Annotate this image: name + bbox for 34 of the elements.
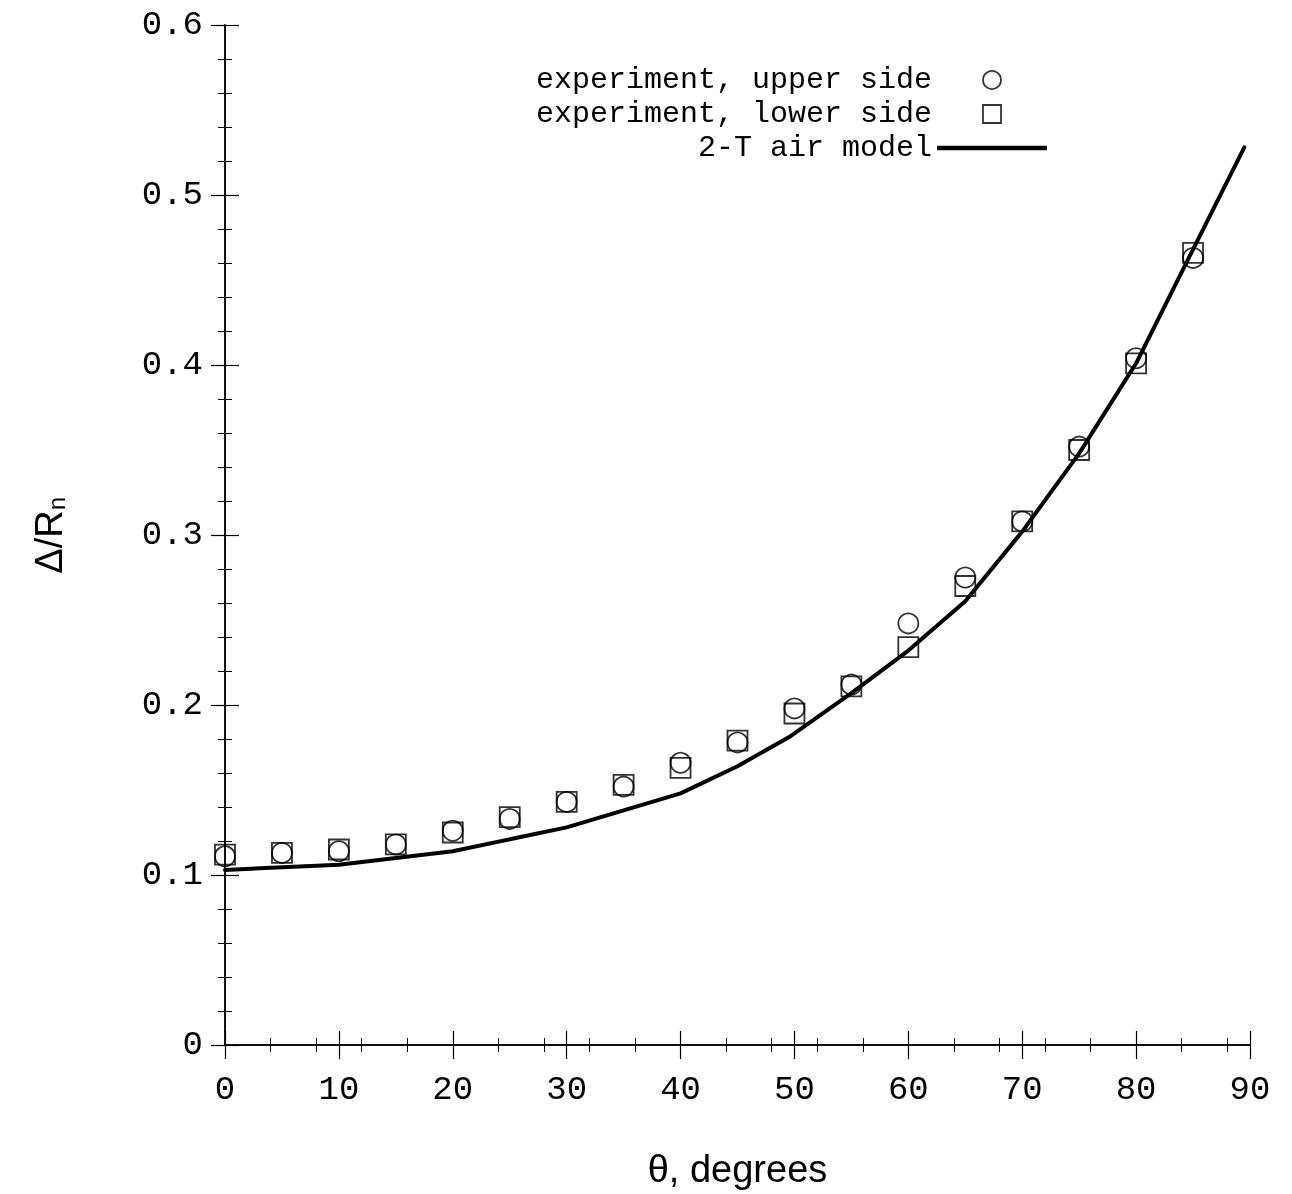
point xyxy=(669,751,692,774)
point xyxy=(669,757,692,779)
x-tick-label: 60 xyxy=(887,1071,929,1109)
y-axis-title: Δ/Rn xyxy=(28,496,72,574)
x-tick-label: 80 xyxy=(1115,1071,1157,1109)
point xyxy=(1182,247,1204,269)
y-tick-label: 0.2 xyxy=(141,686,203,724)
y-tick-label: 0.5 xyxy=(141,176,203,214)
y-tick-label: 0.1 xyxy=(141,856,203,894)
point xyxy=(1182,241,1204,264)
point xyxy=(954,575,977,597)
point xyxy=(1125,347,1148,370)
point xyxy=(783,697,806,720)
x-tick-label: 30 xyxy=(546,1071,588,1109)
x-tick-label: 90 xyxy=(1229,1071,1271,1109)
x-tick-label: 40 xyxy=(660,1071,701,1109)
point xyxy=(783,702,806,725)
x-tick-label: 70 xyxy=(1001,1071,1043,1109)
y-tick-label: 0.6 xyxy=(141,6,203,44)
point xyxy=(897,636,920,659)
y-tick-label: 0.3 xyxy=(141,516,203,554)
x-tick-label: 10 xyxy=(318,1071,360,1109)
legend-label: experiment, upper side xyxy=(535,63,932,97)
x-tick-label: 50 xyxy=(774,1071,815,1109)
y-tick-label: 0.4 xyxy=(141,346,203,384)
x-tick-label: 20 xyxy=(432,1071,474,1109)
legend-label: experiment, lower side xyxy=(535,97,932,131)
point xyxy=(954,566,977,589)
point xyxy=(897,612,920,635)
x-axis-title: θ, degrees xyxy=(647,1148,828,1190)
y-tick-label: 0 xyxy=(182,1026,203,1064)
x-tick-label: 0 xyxy=(214,1071,236,1109)
legend-label: 2-T air model xyxy=(697,131,932,165)
point xyxy=(1125,352,1148,375)
